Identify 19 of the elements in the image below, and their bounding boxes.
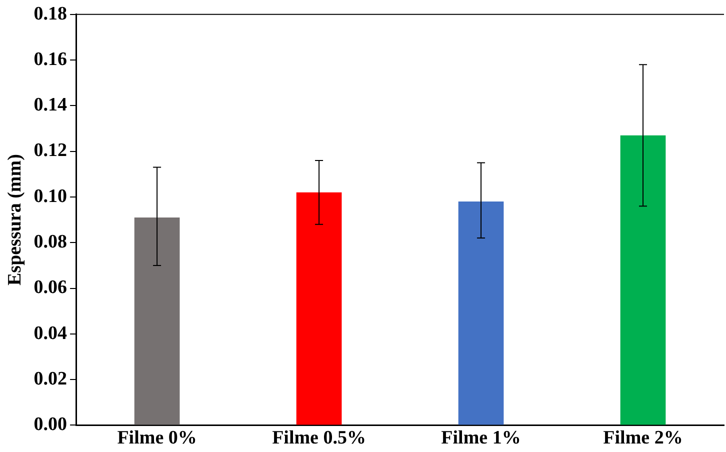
bar (296, 192, 342, 425)
y-tick-label: 0.04 (34, 322, 68, 344)
bar (134, 218, 180, 425)
bar (620, 135, 666, 425)
y-tick-label: 0.18 (34, 3, 68, 24)
y-tick-label: 0.02 (34, 368, 68, 390)
y-tick-label: 0.08 (34, 232, 68, 253)
bar (458, 202, 504, 425)
x-tick-label: Filme 1% (441, 428, 521, 449)
y-tick-label: 0.06 (34, 277, 68, 298)
y-tick-label: 0.10 (34, 186, 68, 207)
y-tick-label: 0.12 (34, 140, 68, 162)
x-tick-label: Filme 0% (117, 428, 197, 449)
y-tick-label: 0.14 (34, 94, 68, 116)
x-tick-label: Filme 0.5% (272, 428, 366, 449)
y-tick-label: 0.16 (34, 48, 68, 70)
y-tick-label: 0.00 (34, 414, 68, 436)
y-axis-title: Espessura (mm) (4, 154, 26, 286)
x-tick-label: Filme 2% (603, 428, 683, 449)
